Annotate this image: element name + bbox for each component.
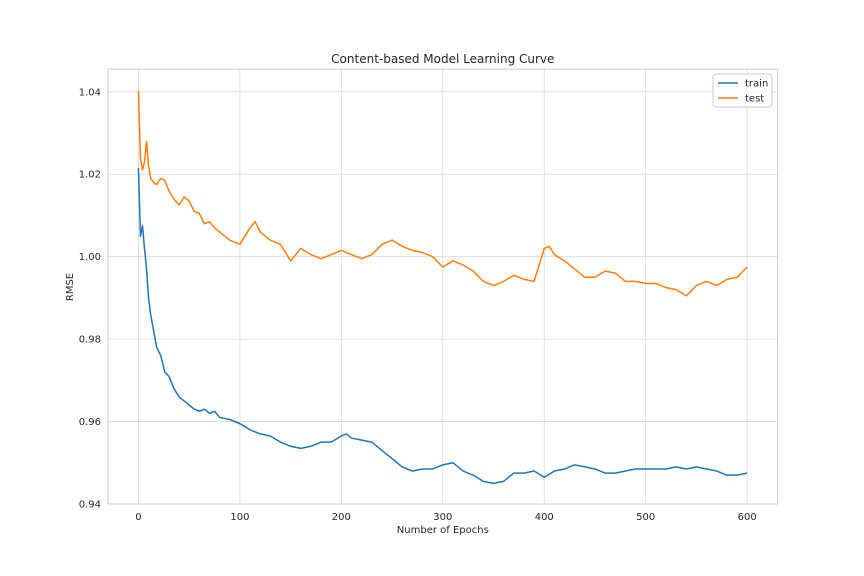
x-tick-label: 100	[230, 512, 249, 523]
legend-label-train: train	[745, 79, 768, 90]
y-tick-label: 0.96	[79, 417, 101, 428]
y-tick-label: 1.00	[79, 252, 101, 263]
x-tick-label: 0	[135, 512, 141, 523]
y-tick-label: 1.04	[79, 87, 101, 98]
x-tick-label: 200	[332, 512, 351, 523]
legend-label-test: test	[745, 94, 764, 105]
legend: train test	[712, 73, 773, 108]
axes-frame	[107, 68, 779, 505]
series-line-test	[137, 90, 748, 297]
x-gridlines	[138, 69, 748, 504]
chart-title: Content-based Model Learning Curve	[331, 52, 554, 66]
y-axis-label: RMSE	[65, 273, 76, 301]
y-tick-label: 1.02	[79, 170, 101, 181]
x-tick-label: 500	[636, 512, 655, 523]
series-lines	[137, 90, 748, 485]
x-tick-labels: 0 100 200 300 400 500 600	[135, 512, 756, 523]
x-axis-label: Number of Epochs	[397, 525, 489, 536]
x-tick-label: 300	[433, 512, 452, 523]
y-tick-label: 0.98	[79, 335, 101, 346]
y-tick-labels: 0.94 0.96 0.98 1.00 1.02 1.04	[79, 87, 101, 510]
y-tick-label: 0.94	[79, 500, 101, 511]
series-line-train	[137, 168, 748, 485]
x-tick-label: 600	[738, 512, 757, 523]
x-tick-label: 400	[535, 512, 554, 523]
